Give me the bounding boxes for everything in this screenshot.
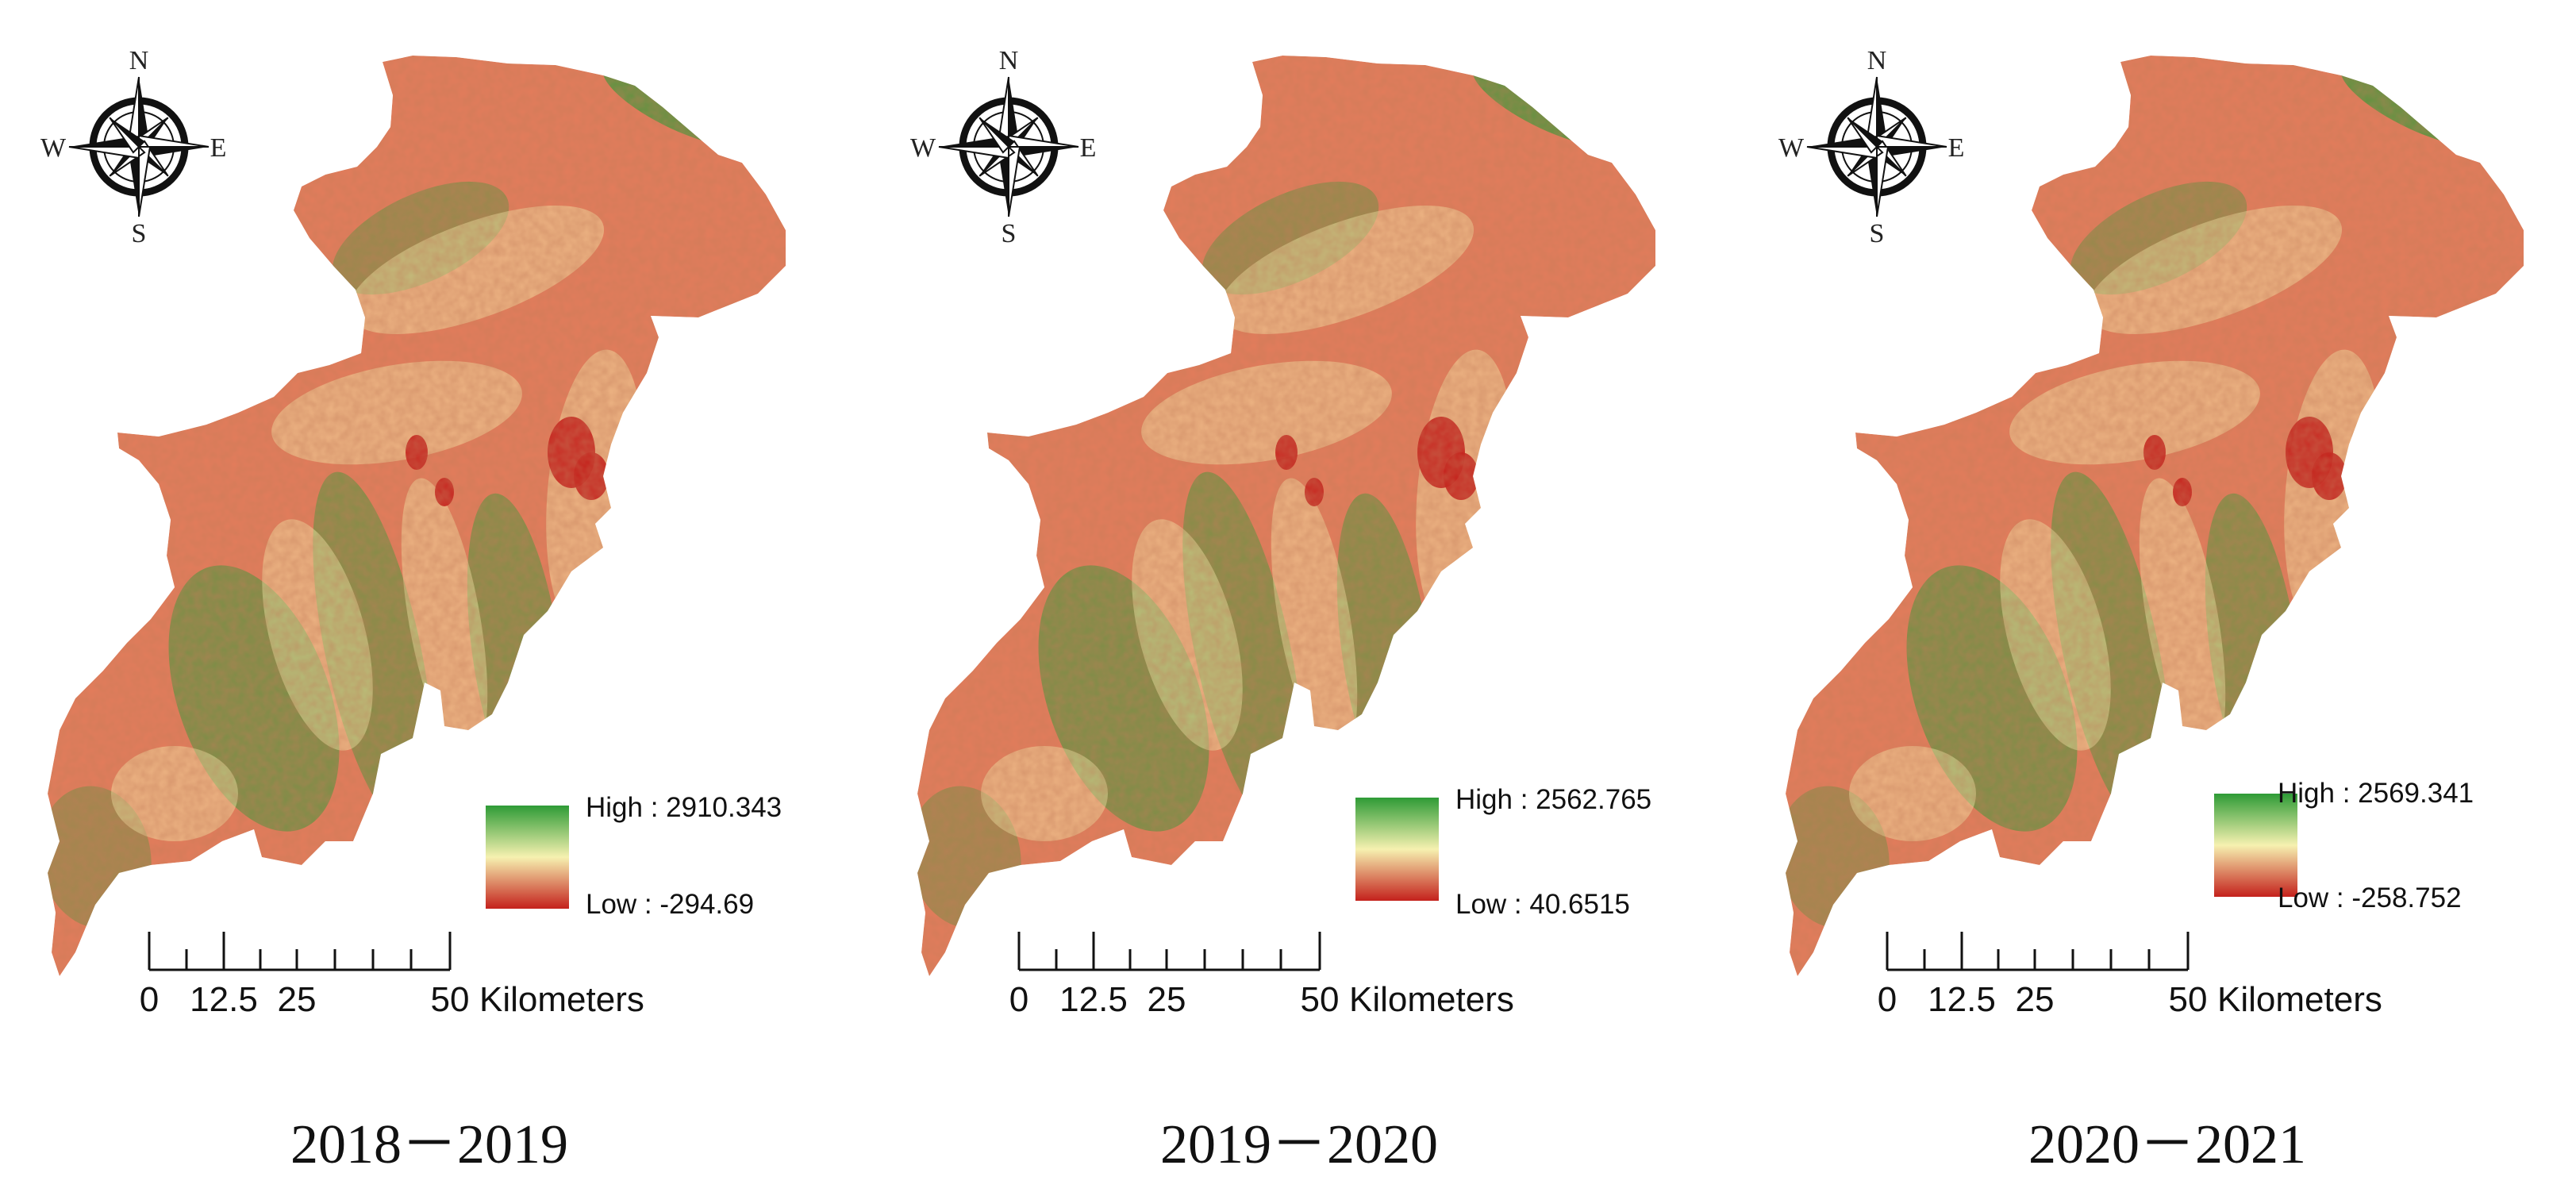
compass-n-label: N [999, 46, 1019, 75]
scale-tick-label: 0 [1877, 980, 1897, 1019]
legend-color-ramp [2214, 794, 2297, 897]
compass-w-label: W [1778, 133, 1805, 163]
scale-unit-label: Kilometers [2217, 980, 2382, 1019]
compass-e-label: E [210, 133, 227, 163]
compass-s-label: S [1870, 219, 1885, 248]
period-label: 2020－2021 [2028, 1114, 2306, 1175]
map-figure: N S E W [1778, 46, 2524, 976]
study-area-map [48, 56, 786, 976]
compass-rose-icon: N S E W [910, 46, 1096, 248]
compass-e-label: E [1080, 133, 1097, 163]
scale-tick-label: 25 [277, 980, 317, 1019]
compass-w-label: W [910, 133, 936, 163]
legend-color-ramp [486, 806, 569, 909]
compass-rose-icon: N S E W [1778, 46, 1964, 248]
legend-high-label: High : 2910.343 [586, 792, 782, 823]
legend-low-label: Low : -294.69 [586, 889, 755, 920]
scale-tick-label: 12.5 [190, 980, 258, 1019]
compass-n-label: N [1867, 46, 1887, 75]
legend-low-label: Low : -258.752 [2278, 883, 2462, 913]
legend-high-label: High : 2569.341 [2278, 778, 2474, 809]
period-label: 2018－2019 [290, 1114, 568, 1175]
scale-bar [1017, 932, 1321, 971]
map-panel-1: N S E W High : 2910.343 Low : -294.69 0 12.… [0, 0, 859, 1196]
scale-tick-label: 0 [1009, 980, 1029, 1019]
map-panel-2: N S E W High : 2562.765 Low : 40.6515 0 12.… [870, 0, 1728, 1196]
scale-unit-label: Kilometers [1349, 980, 1514, 1019]
scale-tick-label: 25 [1147, 980, 1186, 1019]
study-area-map [917, 56, 1655, 976]
scale-bar [1886, 932, 2190, 971]
scale-tick-label: 25 [2015, 980, 2055, 1019]
legend-low-label: Low : 40.6515 [1455, 889, 1630, 920]
scale-unit-label: Kilometers [479, 980, 644, 1019]
legend-high-label: High : 2562.765 [1455, 784, 1652, 815]
compass-n-label: N [129, 46, 149, 75]
scale-tick-label: 0 [139, 980, 160, 1019]
scale-tick-label: 12.5 [1928, 980, 1996, 1019]
scale-tick-label: 50 [1300, 980, 1340, 1019]
compass-rose-icon: N S E W [40, 46, 226, 248]
scale-tick-label: 12.5 [1059, 980, 1128, 1019]
map-panel-3: N S E W High : 2569.341 Low : -258.752 0 12… [1738, 0, 2576, 1196]
compass-s-label: S [1002, 219, 1017, 248]
map-figure: N S E W [910, 46, 1655, 976]
scale-bar [148, 932, 452, 971]
compass-e-label: E [1948, 133, 1965, 163]
compass-w-label: W [40, 133, 67, 163]
scale-tick-label: 50 [2168, 980, 2208, 1019]
compass-s-label: S [132, 219, 147, 248]
period-label: 2019－2020 [1160, 1114, 1438, 1175]
scale-tick-label: 50 [430, 980, 470, 1019]
map-figure: N S E W [40, 46, 786, 976]
legend-color-ramp [1355, 798, 1439, 901]
